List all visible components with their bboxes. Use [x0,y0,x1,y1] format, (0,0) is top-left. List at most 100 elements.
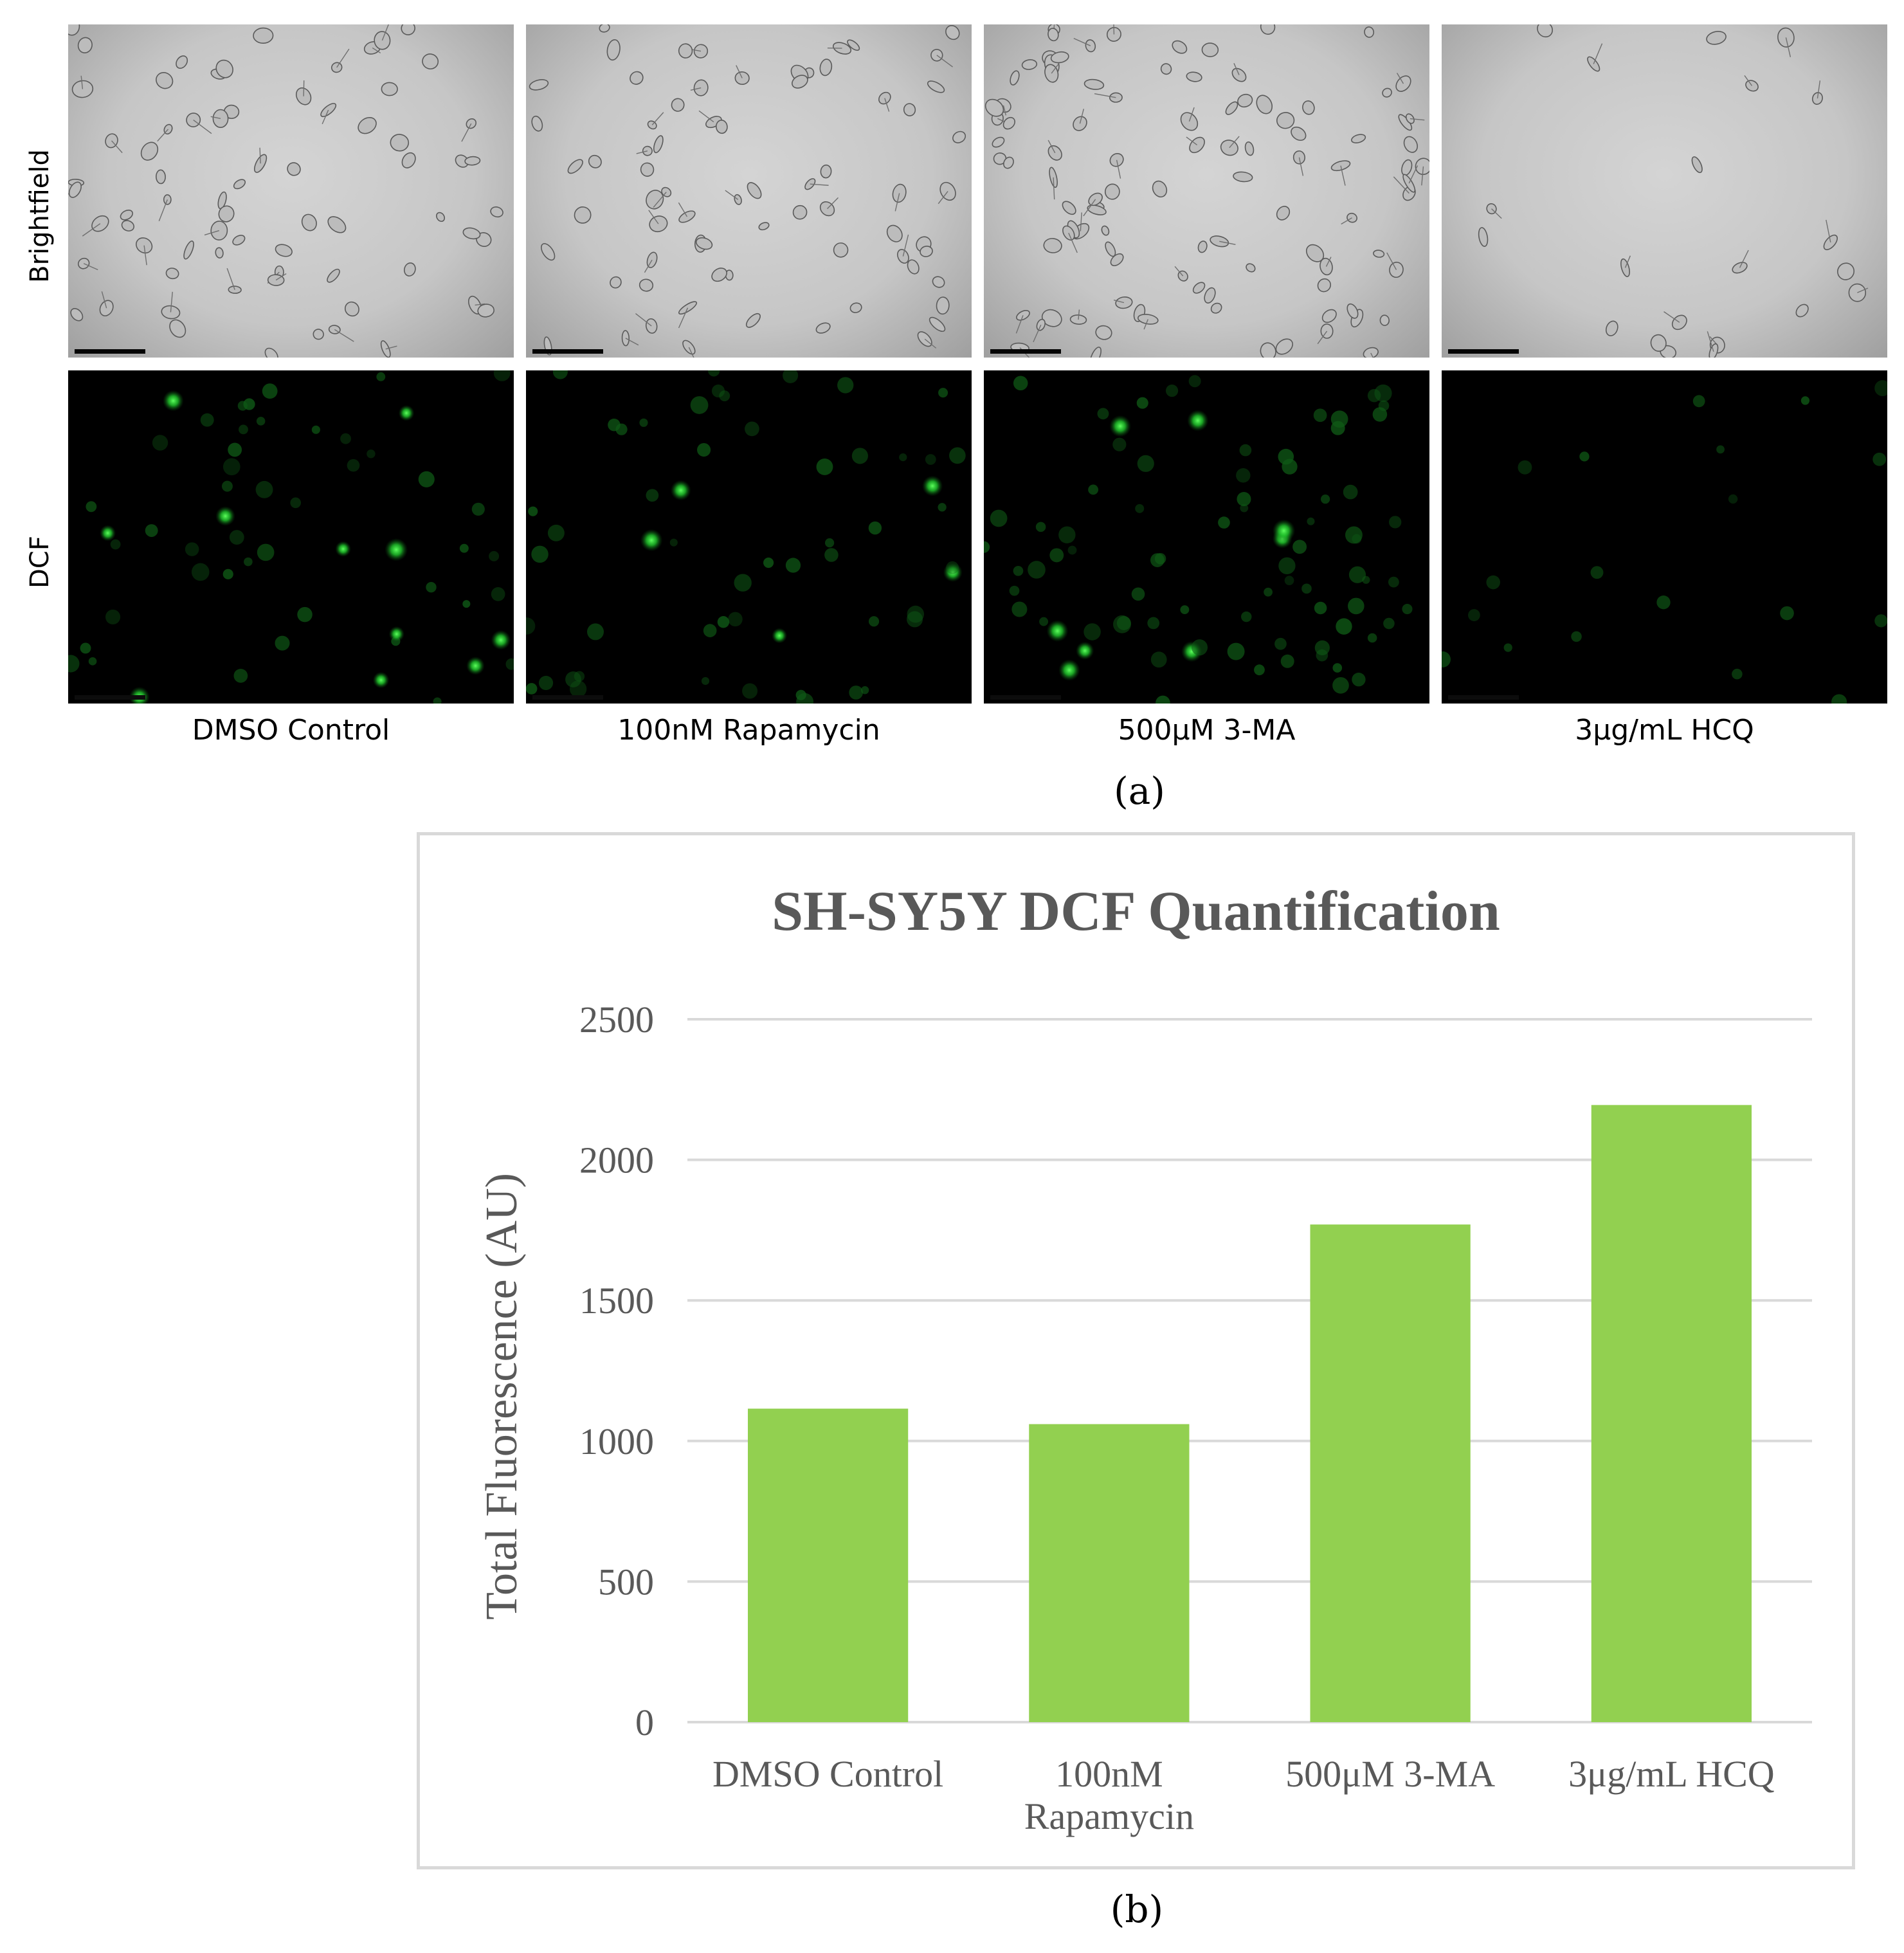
fluorescent-cell [1165,384,1179,397]
fluorescent-cell [1800,396,1810,405]
fluorescent-cell [763,557,774,568]
brightfield-cell [140,141,159,161]
brightfield-image-3ma [984,24,1429,358]
brightfield-cell [218,205,235,223]
cell-neurite [385,345,397,350]
brightfield-cell [574,206,592,224]
brightfield-cell [1180,112,1199,131]
cell-neurite [698,110,714,123]
cell-neurite [1396,73,1404,84]
brightfield-cell [183,241,194,260]
brightfield-cell [455,154,469,168]
fluorescent-cell [1468,609,1480,621]
fluorescent-cell [233,669,248,683]
fluorescent-cell [1046,620,1069,642]
y-tick-label: 0 [635,1702,654,1743]
brightfield-cell [671,98,685,112]
brightfield-cell [156,169,166,185]
cell-neurite [1421,166,1424,186]
fluorescent-cell [907,611,923,628]
brightfield-cell [1021,59,1038,70]
cell-neurite [1219,241,1236,246]
cell-neurite [678,202,688,217]
brightfield-cell [1047,28,1059,42]
scale-bar [1448,695,1519,700]
brightfield-cell [1317,278,1332,293]
fluorescent-cell [493,370,511,381]
brightfield-cell [1088,192,1103,206]
brightfield-cell [1777,27,1795,48]
brightfield-cell [156,72,174,89]
fluorescent-cell [1367,633,1377,643]
fluorescent-cell [949,447,966,464]
fluorescent-cell [1028,561,1046,579]
fluorescent-cell [1227,642,1245,660]
cell-neurite [111,140,123,154]
fluorescent-cell [552,370,568,379]
brightfield-cell [630,71,644,85]
scale-bar [1448,349,1519,354]
brightfield-cell [646,251,658,268]
cell-neurite [1073,37,1091,46]
fluorescent-cell [1503,643,1512,652]
brightfield-cell [610,276,622,289]
brightfield-cell [1650,334,1667,352]
cell-neurite [82,223,101,237]
fluorescent-cell [489,550,500,561]
x-tick-label: 100nM [1055,1753,1163,1795]
fluorescent-cell [1874,614,1887,628]
y-axis-label: Total Fluorescence (AU) [477,1173,527,1620]
brightfield-cell [804,178,816,190]
fluorescent-cell [1332,663,1343,673]
fluorescent-cell [925,454,936,465]
fluorescent-cell [1147,617,1160,630]
brightfield-cell [646,190,664,210]
fluorescent-cell [1362,576,1370,584]
cell-neurite [275,273,287,281]
cell-neurite [1174,266,1184,277]
brightfield-cell [1478,227,1489,247]
brightfield-cell [682,340,696,355]
brightfield-cell [1671,314,1687,331]
fluorescent-cell [565,671,581,687]
fluorescent-cell [145,524,158,537]
fluorescent-cell [1058,526,1076,543]
fluorescent-cell [1049,548,1064,563]
cell-neurite [143,245,147,266]
brightfield-cell [1003,156,1014,169]
cell-neurite [1393,176,1410,194]
brightfield-cell [390,134,410,152]
brightfield-cell [567,159,583,174]
fluorescent-cell [868,616,880,627]
dcf-image-3ma [984,370,1429,704]
brightfield-cell [693,79,709,96]
cell-neurite [827,197,839,210]
scale-bar [990,349,1061,354]
brightfield-image-hcq [1442,24,1887,358]
brightfield-cell [711,268,727,282]
row-label-brightfield: Brightfield [25,149,55,283]
cell-neurite [635,313,652,327]
brightfield-cell [1260,24,1276,35]
cell-neurite [1341,217,1352,225]
cell-neurite [1744,75,1753,86]
fluorescent-cell [372,671,390,689]
brightfield-cell [275,244,293,257]
fluorescent-cell [1188,375,1201,388]
fluorescent-cell [837,377,854,394]
brightfield-cell [1197,241,1208,253]
fluorescent-cell [1486,575,1500,590]
cell-neurite [1298,157,1304,176]
fluorescent-cell [711,384,725,398]
fluorescent-cell [1732,668,1743,680]
fluorescent-cell [1013,565,1024,576]
cell-neurite [1015,315,1024,334]
fluorescent-cell [257,543,275,561]
dcf-image-hcq [1442,370,1887,704]
fluorescent-cell [734,574,752,592]
brightfield-cell [464,156,481,166]
fluorescent-cell [1388,576,1399,588]
cell-neurite [1068,233,1078,253]
brightfield-cell [163,194,172,205]
brightfield-cell [1706,31,1727,45]
